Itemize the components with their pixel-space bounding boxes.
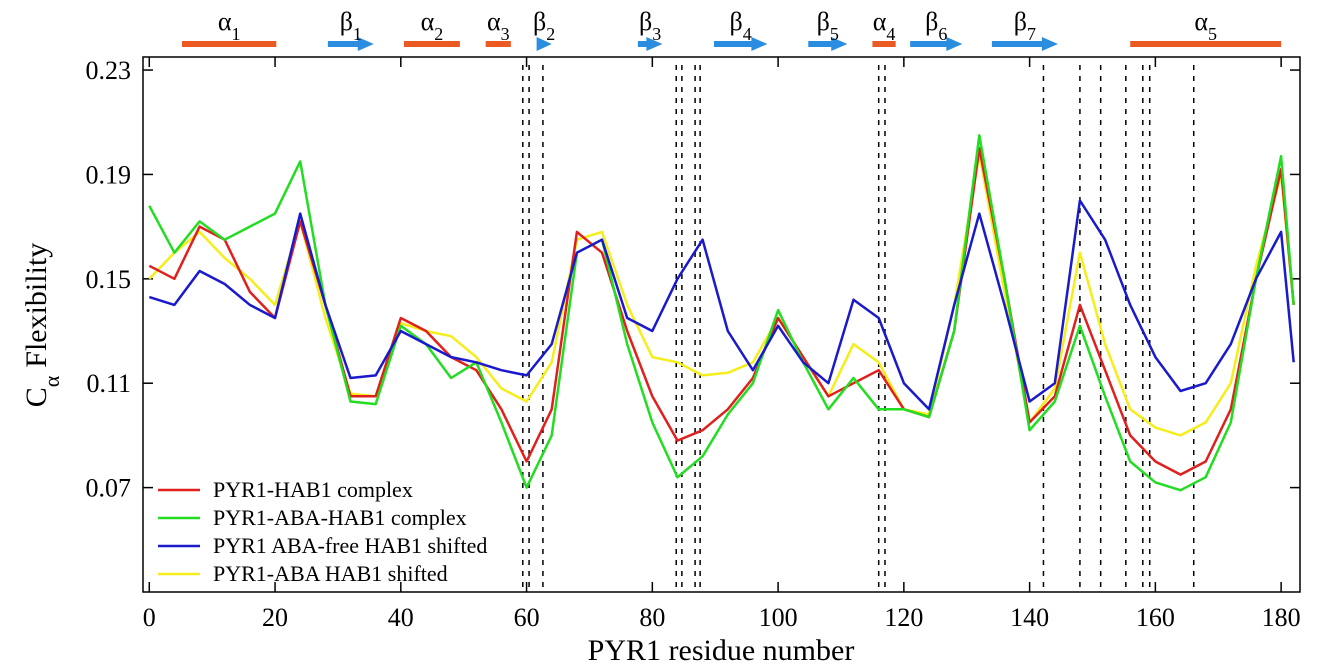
structure-symbol: α bbox=[487, 7, 501, 36]
y-tick-label: 0.19 bbox=[86, 160, 132, 189]
plot-frame bbox=[142, 56, 1301, 593]
structure-label: β7 bbox=[1014, 7, 1036, 44]
legend-label: PYR1-HAB1 complex bbox=[213, 477, 413, 502]
legend-label: PYR1-ABA HAB1 shifted bbox=[213, 561, 448, 586]
x-tick-label: 80 bbox=[639, 603, 665, 632]
structure-symbol: β bbox=[730, 7, 743, 36]
structure-symbol: β bbox=[817, 7, 830, 36]
strand-arrow bbox=[910, 37, 963, 51]
y-tick-label: 0.15 bbox=[86, 265, 132, 294]
helix-bar bbox=[403, 41, 460, 47]
y-tick-label: 0.11 bbox=[86, 369, 131, 398]
structure-symbol: β bbox=[533, 7, 546, 36]
strand-arrow bbox=[808, 37, 848, 51]
structure-symbol: α bbox=[1194, 7, 1208, 36]
x-tick-label: 120 bbox=[884, 603, 923, 632]
structure-index: 5 bbox=[1208, 24, 1217, 44]
structure-label: α3 bbox=[487, 7, 510, 44]
structure-index: 4 bbox=[743, 24, 752, 44]
y-label-sub: α bbox=[39, 375, 64, 387]
y-axis-label: Cα Flexibility bbox=[20, 243, 64, 408]
strand-arrow bbox=[637, 37, 663, 51]
strand-arrow bbox=[991, 37, 1058, 51]
x-tick-label: 160 bbox=[1136, 603, 1175, 632]
structure-label: β5 bbox=[817, 7, 839, 44]
structure-label: β2 bbox=[533, 7, 555, 44]
structure-index: 5 bbox=[830, 24, 839, 44]
helix-bar bbox=[181, 41, 277, 47]
helix-bar bbox=[872, 41, 896, 47]
x-tick-label: 40 bbox=[388, 603, 414, 632]
structure-label: α2 bbox=[421, 7, 444, 44]
y-label-main: C bbox=[20, 387, 53, 407]
strand-arrow bbox=[327, 37, 374, 51]
helix-bar bbox=[1130, 41, 1282, 47]
structure-index: 2 bbox=[546, 24, 555, 44]
structure-index: 3 bbox=[501, 24, 510, 44]
x-tick-label: 100 bbox=[759, 603, 798, 632]
series-line bbox=[148, 199, 1295, 411]
structure-label: β6 bbox=[925, 7, 947, 44]
structure-index: 7 bbox=[1027, 24, 1036, 44]
structure-index: 1 bbox=[353, 24, 362, 44]
x-tick-label: 0 bbox=[143, 603, 156, 632]
structure-index: 4 bbox=[886, 24, 895, 44]
structure-label: α1 bbox=[218, 7, 241, 44]
structure-index: 3 bbox=[652, 24, 661, 44]
x-tick-label: 180 bbox=[1262, 603, 1301, 632]
structure-symbol: α bbox=[218, 7, 232, 36]
series-line bbox=[148, 134, 1295, 492]
structure-symbol: α bbox=[873, 7, 887, 36]
y-tick-label: 0.07 bbox=[86, 474, 132, 503]
y-tick-label: 0.23 bbox=[86, 56, 132, 85]
legend-label: PYR1 ABA-free HAB1 shifted bbox=[213, 533, 487, 558]
structure-label: α4 bbox=[873, 7, 896, 44]
structure-label: β4 bbox=[730, 7, 752, 44]
strand-arrow bbox=[713, 37, 768, 51]
helix-bar bbox=[485, 41, 511, 47]
structure-index: 6 bbox=[938, 24, 947, 44]
structure-label: β1 bbox=[340, 7, 362, 44]
structure-symbol: β bbox=[925, 7, 938, 36]
legend-label: PYR1-ABA-HAB1 complex bbox=[213, 505, 467, 530]
structure-index: 1 bbox=[231, 24, 240, 44]
strand-arrow bbox=[536, 37, 552, 51]
structure-label: β3 bbox=[639, 7, 661, 44]
structure-symbol: β bbox=[639, 7, 652, 36]
x-tick-label: 20 bbox=[262, 603, 288, 632]
structure-index: 2 bbox=[434, 24, 443, 44]
y-label-rest: Flexibility bbox=[20, 243, 53, 368]
structure-label: α5 bbox=[1194, 7, 1217, 44]
x-axis-label: PYR1 residue number bbox=[588, 634, 855, 667]
structure-symbol: α bbox=[421, 7, 435, 36]
structure-symbol: β bbox=[1014, 7, 1027, 36]
x-tick-label: 140 bbox=[1010, 603, 1049, 632]
x-tick-label: 60 bbox=[514, 603, 540, 632]
structure-symbol: β bbox=[340, 7, 353, 36]
